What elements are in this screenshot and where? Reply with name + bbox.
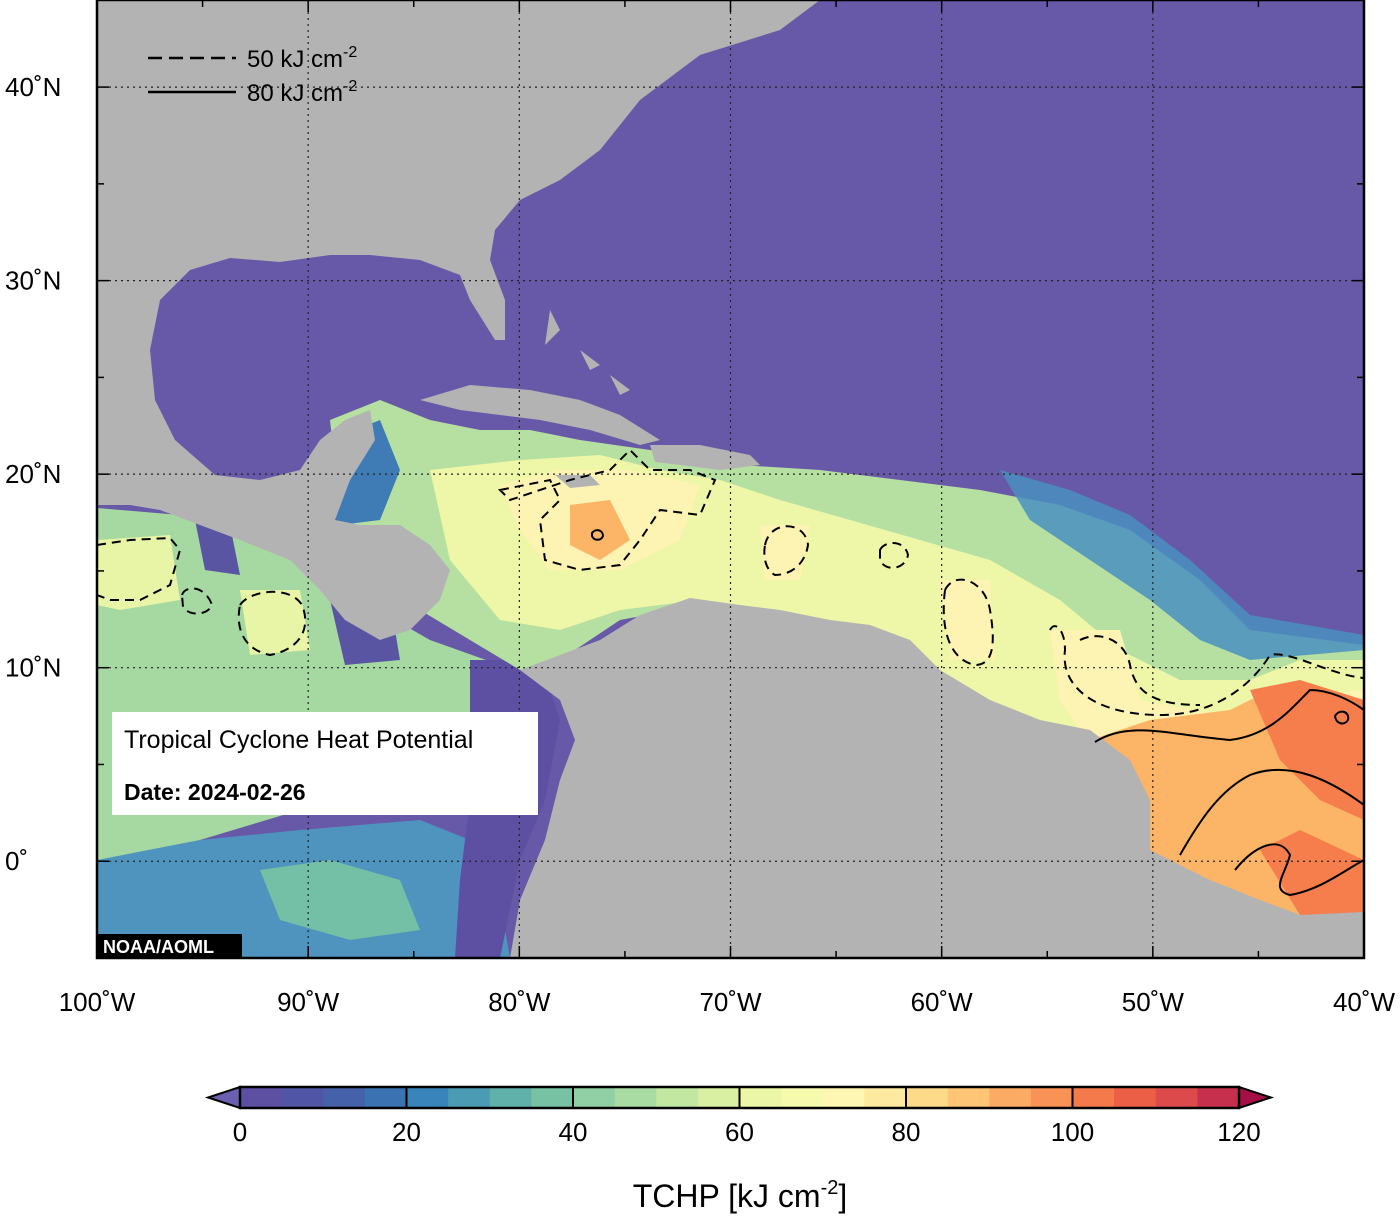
- colorbar-cell: [240, 1087, 283, 1108]
- colorbar-under-arrow: [204, 1085, 241, 1110]
- contour-50-pacific-1: [97, 536, 182, 601]
- lon-tick-label: 80˚W: [488, 987, 551, 1017]
- cuba-land: [420, 385, 660, 445]
- colorbar-cell: [448, 1087, 491, 1108]
- contour-80-east-2: [1179, 768, 1364, 856]
- contour-50-pacific-2: [180, 587, 214, 615]
- contour-50-east-2: [1049, 625, 1364, 717]
- colorbar-cell: [1114, 1087, 1157, 1108]
- title-box: Tropical Cyclone Heat Potential Date: 20…: [112, 712, 538, 815]
- colorbar-cell: [1155, 1087, 1198, 1108]
- credit-text: NOAA/AOML: [103, 937, 214, 957]
- colorbar-cell: [656, 1087, 699, 1108]
- lon-tick-label: 50˚W: [1122, 987, 1185, 1017]
- land: [97, 0, 1364, 958]
- contour-50-pacific-3: [237, 590, 307, 657]
- contour-50-east-3: [1079, 635, 1201, 706]
- contour-legend: 50 kJ cm-2 80 kJ cm-2: [148, 44, 357, 107]
- colorbar-ticks: 0 20 40 60 80 100 120: [233, 1087, 1261, 1147]
- colorbar-cell: [906, 1087, 949, 1108]
- pacific-field-teal: [260, 860, 420, 940]
- contour-legend-80: 80 kJ cm-2: [247, 78, 357, 107]
- colorbar: 0 20 40 60 80 100 120 TCHP [kJ cm-2]: [204, 1085, 1275, 1214]
- hispaniola-land: [650, 445, 760, 470]
- contour-50-caribbean-small-2: [879, 542, 910, 569]
- map-date: Date: 2024-02-26: [124, 779, 306, 805]
- contour-80-caribbean-point: [591, 529, 605, 541]
- lat-tick-label: 10˚N: [5, 653, 61, 683]
- colorbar-tick-label: 0: [233, 1117, 247, 1147]
- colorbar-cell: [489, 1087, 532, 1108]
- contour-50-caribbean-small-1: [763, 525, 810, 577]
- lat-tick-label: 20˚N: [5, 459, 61, 489]
- colorbar-cell: [739, 1087, 782, 1108]
- tropical-band-deep-orange: [1250, 680, 1364, 915]
- colorbar-tick-label: 120: [1217, 1117, 1260, 1147]
- colorbar-cell: [364, 1087, 407, 1108]
- contour-legend-50: 50 kJ cm-2: [247, 44, 357, 73]
- south-america-land: [510, 598, 1364, 958]
- colorbar-cell: [1030, 1087, 1073, 1108]
- tchp-contours: [97, 448, 1364, 897]
- tchp-field: [97, 0, 1364, 958]
- colorbar-cell: [614, 1087, 657, 1108]
- tropical-band-blue-edge: [1000, 470, 1364, 660]
- colorbar-tick-label: 100: [1051, 1117, 1094, 1147]
- colorbar-cell: [1072, 1087, 1115, 1108]
- colorbar-cell: [864, 1087, 907, 1108]
- colorbar-cell: [697, 1087, 740, 1108]
- colorbar-tick-label: 60: [725, 1117, 754, 1147]
- colorbar-cell: [781, 1087, 824, 1108]
- colorbar-cell: [406, 1087, 449, 1108]
- pacific-field-purple: [195, 520, 400, 665]
- map-panel: 100˚W 90˚W 80˚W 70˚W 60˚W 50˚W 40˚W 40˚N 30˚N 20…: [5, 0, 1396, 1017]
- colorbar-tick-label: 80: [892, 1117, 921, 1147]
- colorbar-cell: [822, 1087, 865, 1108]
- bahamas-islands: [545, 310, 630, 395]
- colorbar-label: TCHP [kJ cm-2]: [633, 1177, 848, 1214]
- colorbar-over-arrow: [1238, 1085, 1275, 1110]
- north-america-land: [97, 0, 820, 640]
- title-box-background: [112, 712, 538, 815]
- colorbar-cell: [947, 1087, 990, 1108]
- contour-50-east-1: [942, 578, 994, 667]
- lon-tick-label: 40˚W: [1333, 987, 1396, 1017]
- colorbar-tick-label: 20: [392, 1117, 421, 1147]
- lon-tick-label: 100˚W: [59, 987, 136, 1017]
- contour-80-east-3: [1234, 843, 1364, 897]
- jamaica-land: [555, 475, 600, 488]
- credit-background: [98, 934, 242, 958]
- contour-80-east-point: [1333, 710, 1350, 725]
- colorbar-cell: [1197, 1087, 1240, 1108]
- longitude-ticks: 100˚W 90˚W 80˚W 70˚W 60˚W 50˚W 40˚W: [59, 0, 1396, 1017]
- lat-tick-label: 30˚N: [5, 266, 61, 296]
- latitude-ticks: 40˚N 30˚N 20˚N 10˚N 0˚: [5, 72, 1364, 959]
- colorbar-cell: [281, 1087, 324, 1108]
- tropical-band-yellow: [430, 455, 1364, 958]
- contour-50-caribbean: [497, 448, 717, 572]
- lon-tick-label: 70˚W: [699, 987, 762, 1017]
- lat-tick-label: 40˚N: [5, 72, 61, 102]
- colorbar-tick-label: 40: [559, 1117, 588, 1147]
- colorbar-cells: [240, 1087, 1240, 1108]
- map-title: Tropical Cyclone Heat Potential: [124, 726, 473, 754]
- lat-tick-label: 0˚: [5, 846, 28, 876]
- credit-label: NOAA/AOML: [98, 934, 242, 958]
- colorbar-cell: [323, 1087, 366, 1108]
- lon-tick-label: 60˚W: [911, 987, 974, 1017]
- pacific-field-yellow: [97, 535, 310, 655]
- colorbar-cell: [531, 1087, 574, 1108]
- colorbar-cell: [573, 1087, 616, 1108]
- contour-80-east: [1094, 688, 1364, 743]
- lon-tick-label: 90˚W: [277, 987, 340, 1017]
- colorbar-cell: [989, 1087, 1032, 1108]
